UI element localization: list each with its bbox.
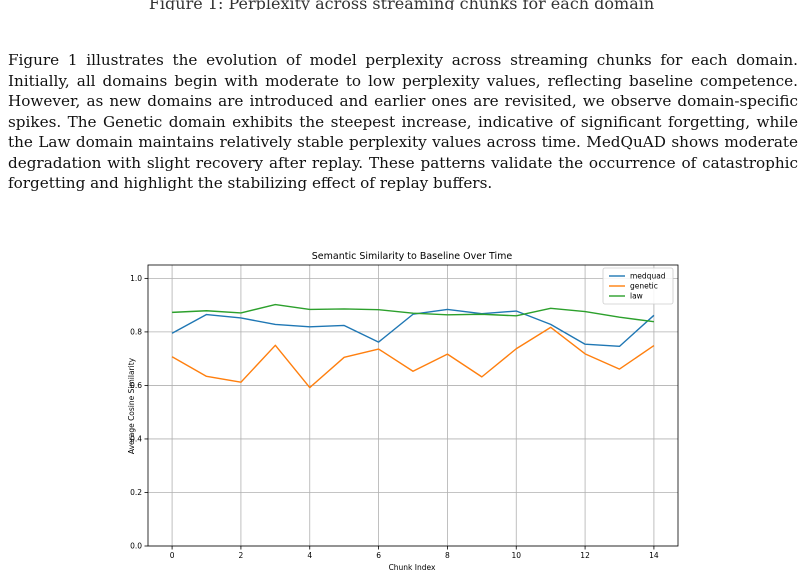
x-axis-label: Chunk Index bbox=[389, 563, 436, 572]
y-tick-label: 0.6 bbox=[130, 381, 142, 390]
legend-label-genetic: genetic bbox=[630, 282, 658, 291]
legend-label-medquad: medquad bbox=[630, 272, 666, 281]
legend-label-law: law bbox=[630, 292, 643, 301]
axis-layer: 0 2 4 6 8 10 12 14 0.0 0.2 0.4 0.6 0.8 1.0 bbox=[130, 264, 679, 560]
figure-chart: 0 2 4 6 8 10 12 14 0.0 0.2 0.4 0.6 0.8 1.0 medquad gen… bbox=[0, 245, 803, 573]
x-tick-label: 0 bbox=[170, 551, 175, 560]
legend-box bbox=[602, 267, 674, 305]
chart-title: Semantic Similarity to Baseline Over Tim… bbox=[312, 251, 513, 262]
series-layer bbox=[171, 303, 655, 389]
x-tick-label: 12 bbox=[580, 551, 590, 560]
line-chart: 0 2 4 6 8 10 12 14 0.0 0.2 0.4 0.6 0.8 1.0 medquadgen… bbox=[127, 251, 679, 572]
series-line-law bbox=[172, 303, 655, 323]
series-line-medquad bbox=[171, 308, 655, 348]
x-tick-label: 8 bbox=[445, 551, 450, 560]
x-tick-label: 4 bbox=[307, 551, 312, 560]
x-tick-label: 6 bbox=[376, 551, 381, 560]
series-line-genetic bbox=[171, 326, 655, 389]
grid-layer bbox=[148, 265, 678, 547]
y-tick-label: 0.4 bbox=[130, 435, 142, 444]
x-tick-label: 2 bbox=[239, 551, 244, 560]
x-tick-label: 10 bbox=[511, 551, 521, 560]
y-tick-label: 1.0 bbox=[130, 274, 142, 283]
x-tick-label: 14 bbox=[649, 551, 659, 560]
y-axis-label: Average Cosine Similarity bbox=[127, 357, 136, 454]
y-tick-label: 0.2 bbox=[130, 488, 142, 497]
y-tick-label: 0.8 bbox=[130, 328, 142, 337]
plot-frame bbox=[147, 264, 679, 547]
y-tick-label: 0.0 bbox=[130, 542, 142, 551]
figure-caption-top: Figure 1: Perplexity across streaming ch… bbox=[148, 0, 655, 10]
body-paragraph: Figure 1 illustrates the evolution of mo… bbox=[8, 51, 798, 192]
